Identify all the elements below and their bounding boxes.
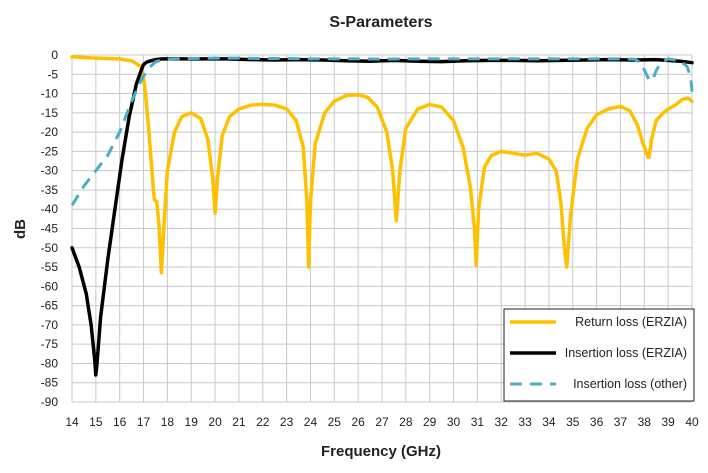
x-tick-label: 23 bbox=[280, 415, 294, 429]
y-tick-label: -90 bbox=[41, 395, 59, 409]
x-tick-label: 18 bbox=[161, 415, 175, 429]
y-tick-label: -70 bbox=[41, 318, 59, 332]
series-line-1 bbox=[70, 55, 694, 275]
y-tick-label: -5 bbox=[47, 67, 58, 81]
x-tick-label: 15 bbox=[89, 415, 103, 429]
y-tick-label: -55 bbox=[41, 260, 59, 274]
x-tick-label: 38 bbox=[638, 415, 652, 429]
y-tick-label: -60 bbox=[41, 279, 59, 293]
y-tick-label: -35 bbox=[41, 183, 59, 197]
x-tick-label: 39 bbox=[661, 415, 675, 429]
x-tick-label: 27 bbox=[375, 415, 389, 429]
series-lines bbox=[70, 55, 694, 377]
y-tick-label: -85 bbox=[41, 376, 59, 390]
y-tick-label: 0 bbox=[51, 48, 58, 62]
x-tick-label: 26 bbox=[351, 415, 365, 429]
legend-label-1: Return loss (ERZIA) bbox=[575, 315, 687, 329]
x-tick-label: 31 bbox=[471, 415, 485, 429]
y-tick-label: -50 bbox=[41, 241, 59, 255]
x-tick-label: 34 bbox=[542, 415, 556, 429]
x-tick-label: 24 bbox=[304, 415, 318, 429]
x-tick-label: 14 bbox=[65, 415, 79, 429]
y-tick-label: -10 bbox=[41, 87, 59, 101]
y-axis-title: dB bbox=[12, 219, 29, 239]
x-tick-labels: 14 15 16 17 18 19 20 21 22 23 24 25 26 27 28 29 30 31 32 33… bbox=[65, 415, 699, 429]
y-tick-label: -45 bbox=[41, 222, 59, 236]
legend-box bbox=[503, 308, 695, 402]
x-tick-label: 37 bbox=[614, 415, 628, 429]
x-tick-label: 25 bbox=[328, 415, 342, 429]
x-tick-label: 28 bbox=[399, 415, 413, 429]
y-tick-label: -40 bbox=[41, 202, 59, 216]
x-axis-title: Frequency (GHz) bbox=[321, 443, 441, 460]
x-tick-label: 32 bbox=[495, 415, 509, 429]
y-tick-label: -75 bbox=[41, 337, 59, 351]
x-tick-label: 19 bbox=[185, 415, 199, 429]
x-tick-label: 21 bbox=[232, 415, 246, 429]
y-tick-label: -30 bbox=[41, 164, 59, 178]
x-tick-label: 35 bbox=[566, 415, 580, 429]
legend: Return loss (ERZIA) Insertion loss (ERZIA… bbox=[503, 308, 695, 402]
y-tick-label: -80 bbox=[41, 356, 59, 370]
legend-label-2: Insertion loss (ERZIA) bbox=[565, 346, 687, 360]
x-tick-label: 40 bbox=[685, 415, 699, 429]
x-tick-label: 30 bbox=[447, 415, 461, 429]
x-tick-label: 22 bbox=[256, 415, 270, 429]
legend-label-3: Insertion loss (other) bbox=[573, 377, 687, 391]
chart-title: S-Parameters bbox=[329, 14, 432, 31]
x-tick-label: 16 bbox=[113, 415, 127, 429]
x-tick-label: 33 bbox=[518, 415, 532, 429]
x-tick-label: 36 bbox=[590, 415, 604, 429]
y-tick-label: -25 bbox=[41, 144, 59, 158]
y-tick-label: -15 bbox=[41, 106, 59, 120]
series-line-3 bbox=[70, 56, 694, 207]
x-tick-label: 29 bbox=[423, 415, 437, 429]
x-tick-label: 20 bbox=[208, 415, 222, 429]
x-tick-label: 17 bbox=[137, 415, 151, 429]
y-tick-label: -20 bbox=[41, 125, 59, 139]
y-tick-labels: 0 -5 -10 -15 -20 -25 -30 -35 -40 -45 -50 -55 -60 -65 -… bbox=[41, 48, 59, 409]
y-tick-label: -65 bbox=[41, 299, 59, 313]
